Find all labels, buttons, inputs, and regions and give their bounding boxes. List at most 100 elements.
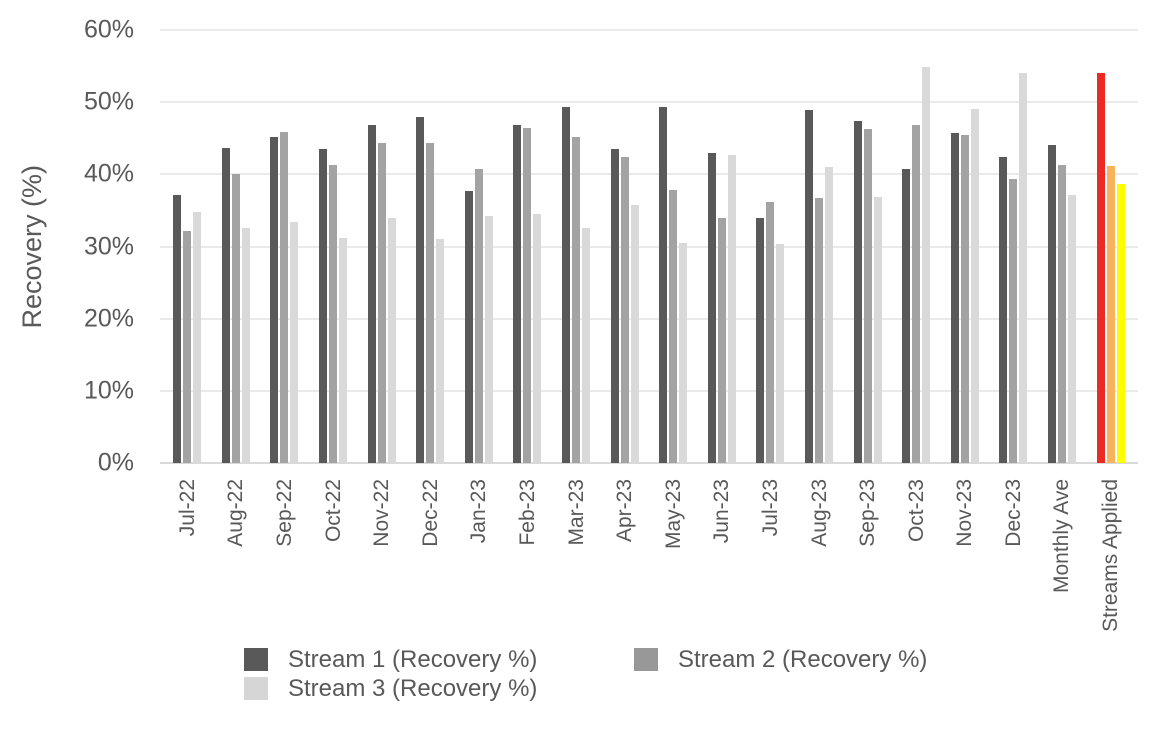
x-tick-column: Nov-23 (941, 479, 990, 639)
x-tick-label: Streams Applied (1099, 479, 1123, 632)
x-tick-label: Jul-22 (175, 479, 199, 537)
bar (815, 198, 824, 463)
bar (533, 214, 542, 463)
chart-legend: Stream 1 (Recovery %) Stream 2 (Recovery … (244, 645, 1044, 703)
legend-item: Stream 3 (Recovery %) (244, 674, 634, 703)
bar (1009, 178, 1018, 463)
legend-swatch (244, 648, 268, 671)
x-tick-column: Monthly Ave (1038, 479, 1087, 639)
bar-group (843, 30, 892, 463)
bar (950, 133, 959, 463)
x-tick-label: Oct-22 (321, 479, 345, 543)
x-tick-column: Oct-22 (309, 479, 358, 639)
y-tick-label: 50% (83, 87, 134, 116)
gridline (160, 101, 1138, 104)
bar (484, 216, 493, 463)
bar (1019, 72, 1028, 463)
bar (329, 164, 338, 463)
x-tick-column: Nov-22 (357, 479, 406, 639)
bar (270, 136, 279, 463)
bar (805, 110, 814, 463)
bar (231, 174, 240, 463)
bar (620, 157, 629, 463)
plot-area (160, 29, 1138, 464)
x-tick-label: Jul-23 (758, 479, 782, 537)
x-tick-label: Sep-23 (856, 479, 880, 547)
gridline (160, 389, 1138, 392)
x-tick-column: Dec-22 (406, 479, 455, 639)
bar (902, 168, 911, 463)
legend-label: Stream 1 (Recovery %) (288, 645, 538, 673)
bar (319, 149, 328, 463)
bar-group (698, 30, 747, 463)
bar-group (892, 30, 941, 463)
x-tick-column: Mar-23 (552, 479, 601, 639)
x-tick-label: Dec-23 (1001, 479, 1025, 547)
bar-group (552, 30, 601, 463)
bar-group (746, 30, 795, 463)
bar (1057, 164, 1066, 463)
bar (922, 66, 931, 463)
bar (679, 242, 688, 463)
bar (367, 125, 376, 463)
bar-group (406, 30, 455, 463)
x-tick-label: Aug-22 (224, 479, 248, 547)
bar (513, 125, 522, 463)
x-tick-column: Streams Applied (1086, 479, 1135, 639)
bar-group (455, 30, 504, 463)
highlight-bar (1106, 165, 1115, 463)
bar-group (309, 30, 358, 463)
bar-group (212, 30, 261, 463)
y-tick-label: 40% (83, 159, 134, 188)
x-tick-label: Apr-23 (613, 479, 637, 543)
x-axis-tick-labels: Jul-22 Aug-22 Sep-22 Oct-22 Nov-22 Dec-22 Jan-… (163, 479, 1135, 639)
bar (1067, 194, 1076, 463)
bar (183, 230, 192, 463)
bar (221, 147, 230, 463)
bar (474, 169, 483, 463)
x-tick-label: Jun-23 (710, 479, 734, 544)
bar-group (649, 30, 698, 463)
x-tick-label: Mar-23 (564, 479, 588, 546)
bar-group (1086, 30, 1135, 463)
bar (377, 142, 386, 463)
bar (523, 128, 532, 463)
bar (912, 124, 921, 463)
bar (280, 132, 289, 463)
bar (825, 167, 834, 463)
x-tick-column: Jan-23 (455, 479, 504, 639)
bar (766, 202, 775, 463)
bar (727, 154, 736, 463)
x-tick-column: Feb-23 (503, 479, 552, 639)
bar-series-area (163, 30, 1135, 463)
bar (426, 143, 435, 463)
x-tick-label: Sep-22 (272, 479, 296, 547)
bar-group (503, 30, 552, 463)
y-tick-label: 20% (83, 304, 134, 333)
bar (173, 194, 182, 463)
bar (970, 108, 979, 463)
bar-group (941, 30, 990, 463)
x-tick-column: Sep-22 (260, 479, 309, 639)
x-tick-label: Jan-23 (467, 479, 491, 544)
x-tick-column: Apr-23 (600, 479, 649, 639)
bar (387, 217, 396, 463)
bar (853, 120, 862, 463)
highlight-bar (1116, 183, 1125, 463)
bar-group (1038, 30, 1087, 463)
x-tick-label: Dec-22 (418, 479, 442, 547)
x-tick-column: Dec-23 (989, 479, 1038, 639)
legend-item: Stream 2 (Recovery %) (634, 645, 1024, 674)
gridline (160, 29, 1138, 31)
bar (717, 217, 726, 463)
x-tick-column: Aug-22 (212, 479, 261, 639)
legend-label: Stream 2 (Recovery %) (678, 645, 928, 673)
bar (669, 190, 678, 463)
x-tick-label: Nov-22 (370, 479, 394, 547)
gridline (160, 245, 1138, 248)
x-tick-column: Oct-23 (892, 479, 941, 639)
bar (416, 116, 425, 463)
bar (776, 243, 785, 463)
bar (464, 190, 473, 463)
legend-swatch (634, 648, 658, 671)
